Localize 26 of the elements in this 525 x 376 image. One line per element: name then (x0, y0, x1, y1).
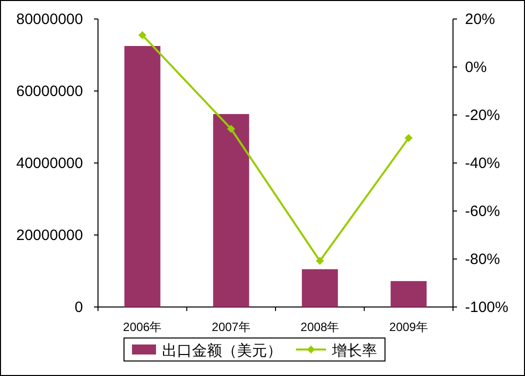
y-tick-label: 60000000 (16, 83, 83, 100)
y2-tick-label: -100% (465, 299, 508, 316)
bar (302, 269, 338, 307)
x-tick-label: 2009年 (389, 320, 428, 334)
y2-tick-label: 20% (465, 11, 496, 28)
point (316, 256, 324, 265)
bar (124, 46, 160, 307)
y-tick-label: 20000000 (16, 227, 83, 244)
y-tick-label: 0 (74, 299, 83, 316)
y2-tick-label: -60% (465, 203, 500, 220)
x-tick-label: 2007年 (212, 320, 250, 334)
x-tick-label: 2008年 (300, 320, 340, 334)
point (404, 134, 413, 142)
y2-tick-label: -20% (465, 107, 500, 124)
point (227, 124, 236, 133)
legend-label: 出口金额（美元） (162, 342, 282, 360)
y2-tick-label: 0% (465, 59, 487, 76)
y2-tick-label: -40% (465, 155, 500, 172)
bar (213, 114, 250, 307)
y-tick-label: 80000000 (16, 11, 83, 28)
x-tick-label: 2006年 (123, 320, 162, 334)
bar (390, 281, 427, 307)
point (138, 31, 146, 40)
legend-label: 增长率 (331, 342, 377, 360)
y-tick-label: 40000000 (16, 155, 83, 172)
y2-tick-label: -80% (465, 251, 500, 268)
